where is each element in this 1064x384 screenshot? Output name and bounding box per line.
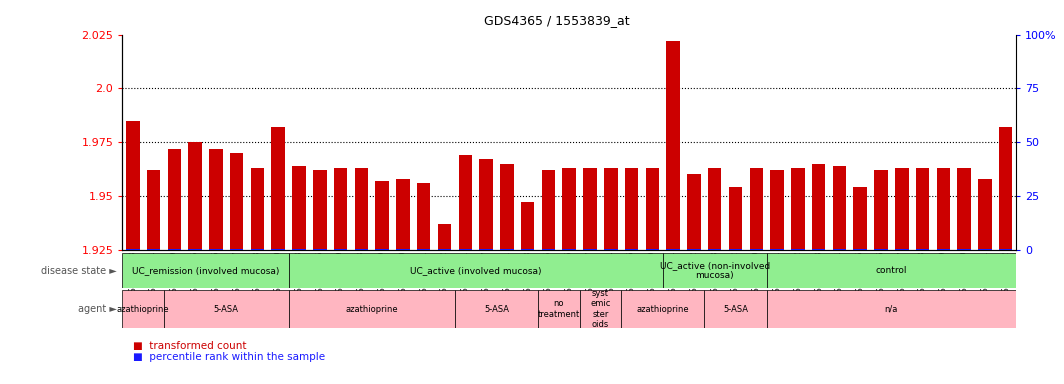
Text: 5-ASA: 5-ASA — [214, 305, 238, 314]
Bar — [313, 170, 327, 250]
Bar — [563, 168, 576, 250]
Bar — [625, 168, 638, 250]
Bar — [767, 290, 1016, 328]
Bar — [792, 168, 804, 250]
Bar — [251, 168, 264, 250]
Text: syst
emic
ster
oids: syst emic ster oids — [591, 289, 611, 329]
Text: ■  percentile rank within the sample: ■ percentile rank within the sample — [133, 352, 326, 362]
Bar — [396, 179, 410, 250]
Bar — [621, 290, 704, 328]
Bar — [122, 290, 164, 328]
Bar — [666, 249, 680, 250]
Text: 5-ASA: 5-ASA — [724, 305, 748, 314]
Bar — [167, 249, 181, 250]
Text: GDS4365 / 1553839_at: GDS4365 / 1553839_at — [484, 14, 630, 27]
Text: no
treatment: no treatment — [537, 300, 580, 319]
Bar — [958, 168, 971, 250]
Text: ■  transformed count: ■ transformed count — [133, 341, 247, 351]
Bar — [663, 253, 767, 288]
Bar — [708, 249, 721, 250]
Bar — [936, 168, 950, 250]
Bar — [978, 179, 992, 250]
Bar — [749, 168, 763, 250]
Bar — [833, 166, 846, 250]
Bar — [729, 187, 743, 250]
Bar — [188, 249, 202, 250]
Bar — [875, 170, 887, 250]
Bar — [666, 41, 680, 250]
Text: agent ►: agent ► — [78, 304, 117, 314]
Bar — [354, 168, 368, 250]
Bar — [708, 168, 721, 250]
Bar — [376, 181, 389, 250]
Text: azathioprine: azathioprine — [346, 305, 398, 314]
Bar — [853, 187, 867, 250]
Bar — [230, 249, 244, 250]
Bar — [122, 253, 288, 288]
Bar — [210, 249, 222, 250]
Bar — [230, 153, 244, 250]
Bar — [126, 121, 139, 250]
Text: UC_active (non-involved
mucosa): UC_active (non-involved mucosa) — [660, 261, 770, 280]
Bar — [164, 290, 288, 328]
Bar — [417, 183, 431, 250]
Bar — [271, 127, 285, 250]
Text: UC_active (involved mucosa): UC_active (involved mucosa) — [410, 266, 542, 275]
Bar — [210, 149, 222, 250]
Bar — [895, 168, 909, 250]
Text: azathioprine: azathioprine — [636, 305, 689, 314]
Bar — [767, 253, 1016, 288]
Bar — [687, 174, 701, 250]
Bar — [538, 290, 580, 328]
Text: 5-ASA: 5-ASA — [484, 305, 509, 314]
Bar — [500, 164, 514, 250]
Bar — [288, 253, 663, 288]
Text: n/a: n/a — [885, 305, 898, 314]
Bar — [646, 168, 659, 250]
Bar — [604, 168, 617, 250]
Bar — [770, 170, 784, 250]
Bar — [580, 290, 621, 328]
Bar — [978, 249, 992, 250]
Bar — [704, 290, 767, 328]
Text: UC_remission (involved mucosa): UC_remission (involved mucosa) — [132, 266, 279, 275]
Text: azathioprine: azathioprine — [117, 305, 169, 314]
Text: disease state ►: disease state ► — [41, 266, 117, 276]
Bar — [480, 159, 493, 250]
Bar — [437, 224, 451, 250]
Bar — [459, 155, 472, 250]
Bar — [999, 127, 1013, 250]
Bar — [542, 170, 555, 250]
Bar — [812, 164, 826, 250]
Bar — [455, 290, 538, 328]
Bar — [167, 149, 181, 250]
Bar — [916, 168, 929, 250]
Bar — [271, 249, 285, 250]
Bar — [288, 290, 455, 328]
Bar — [521, 202, 534, 250]
Bar — [583, 168, 597, 250]
Bar — [147, 170, 161, 250]
Bar — [999, 249, 1013, 250]
Bar — [188, 142, 202, 250]
Bar — [293, 166, 305, 250]
Text: control: control — [876, 266, 908, 275]
Bar — [334, 168, 347, 250]
